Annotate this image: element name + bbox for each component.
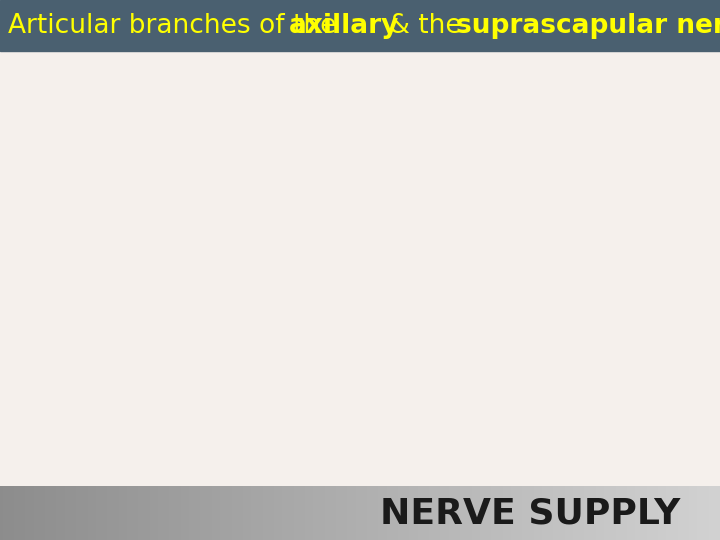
Text: & the: & the [381,12,470,39]
Bar [0,51,720,486]
Bar [0,51,720,486]
Text: suprascapular nerves: suprascapular nerves [456,12,720,39]
Bar [0,0,720,51]
Text: NERVE SUPPLY: NERVE SUPPLY [379,496,680,530]
Text: axillary: axillary [289,12,399,39]
Text: Articular branches of the: Articular branches of the [8,12,345,39]
